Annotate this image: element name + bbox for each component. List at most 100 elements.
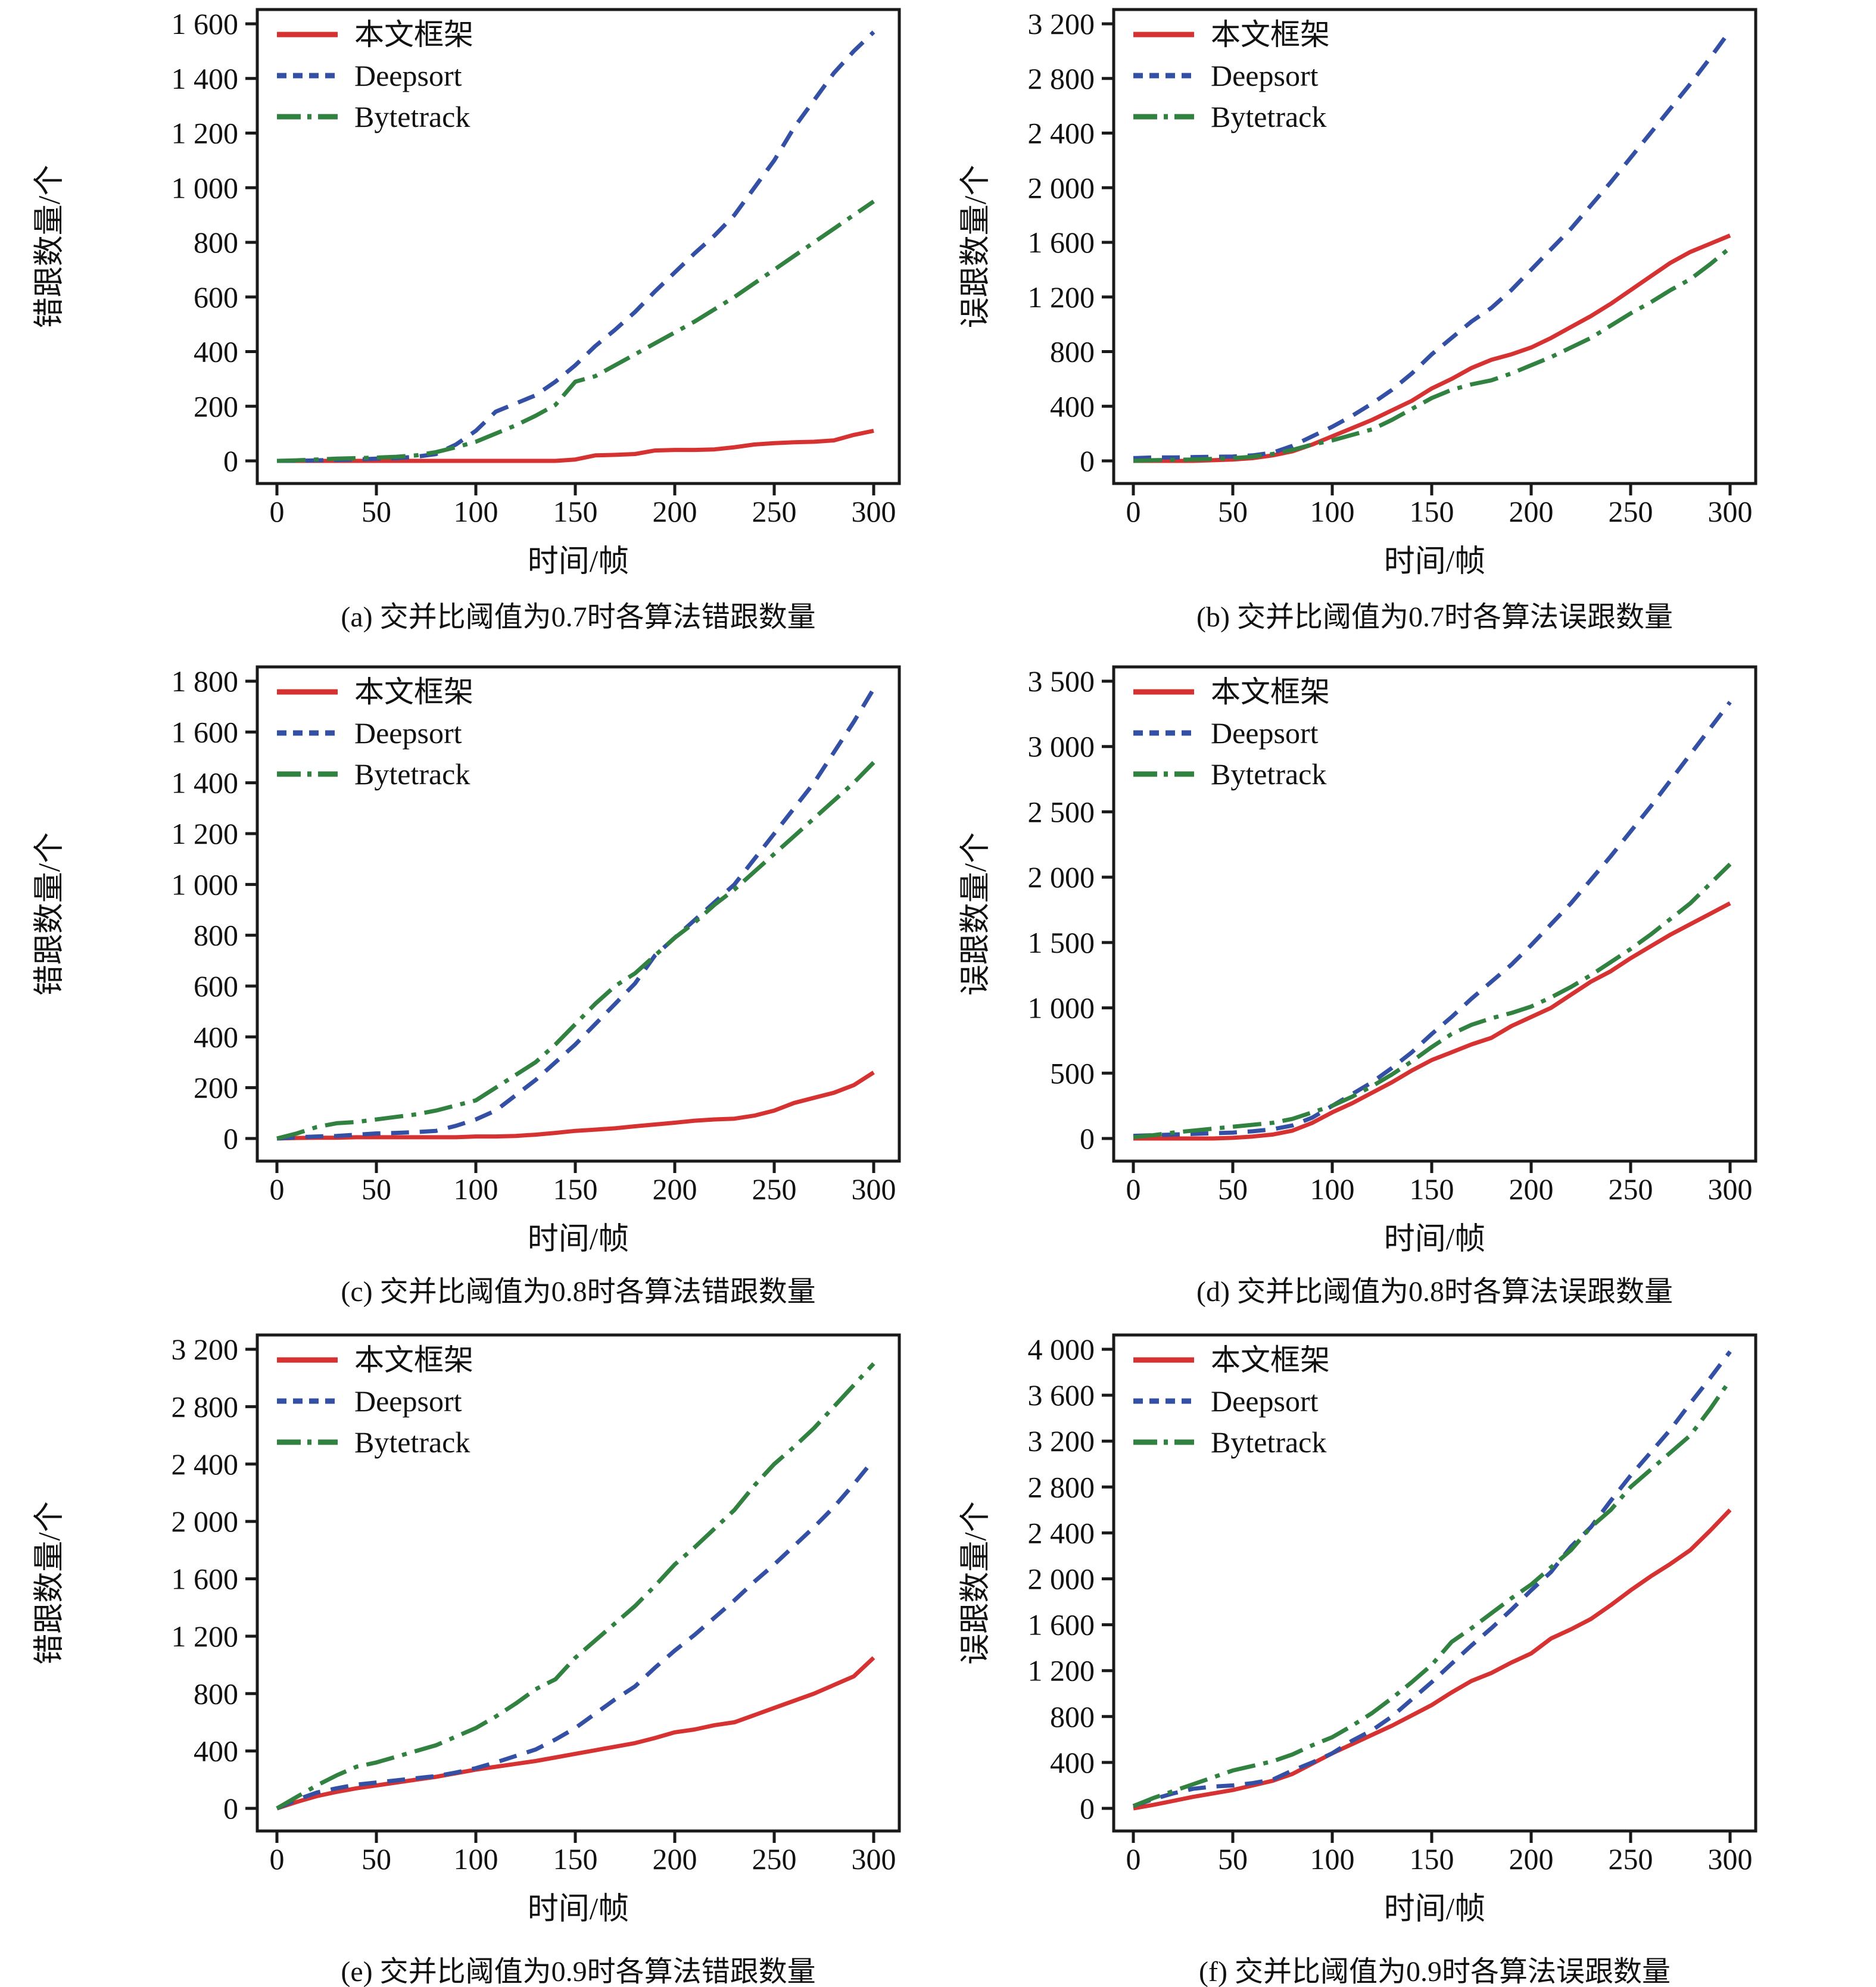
legend-label-deepsort: Deepsort bbox=[354, 59, 462, 92]
legend-label-deepsort: Deepsort bbox=[1211, 1384, 1319, 1418]
x-tick-label: 250 bbox=[1609, 495, 1653, 528]
panel-caption-c: (c) 交并比阈值为0.8时各算法错跟数量 bbox=[341, 1276, 815, 1308]
y-tick-label: 3 200 bbox=[1028, 1424, 1095, 1458]
x-tick-label: 0 bbox=[1126, 1172, 1141, 1206]
y-tick-label: 600 bbox=[194, 280, 238, 314]
legend-label-deepsort: Deepsort bbox=[1211, 716, 1319, 750]
x-axis-label: 时间/帧 bbox=[1384, 1892, 1485, 1926]
y-tick-label: 1 200 bbox=[172, 817, 239, 850]
y-tick-label: 1 400 bbox=[172, 766, 239, 800]
y-tick-label: 3 200 bbox=[1028, 7, 1095, 40]
y-tick-label: 0 bbox=[223, 1792, 238, 1825]
y-axis-label: 错跟数量/个 bbox=[33, 832, 67, 996]
x-tick-label: 150 bbox=[1410, 495, 1454, 528]
y-tick-label: 0 bbox=[1080, 1792, 1095, 1825]
x-tick-label: 100 bbox=[1310, 1842, 1355, 1876]
y-tick-label: 0 bbox=[223, 444, 238, 478]
y-tick-label: 3 200 bbox=[172, 1333, 239, 1366]
legend-label-bytetrack: Bytetrack bbox=[1211, 100, 1326, 133]
y-tick-label: 800 bbox=[194, 1677, 238, 1710]
y-tick-label: 2 000 bbox=[172, 1505, 239, 1538]
x-axis-label: 时间/帧 bbox=[528, 1222, 629, 1256]
y-tick-label: 2 500 bbox=[1028, 795, 1095, 828]
legend-label-bytetrack: Bytetrack bbox=[1211, 757, 1326, 791]
legend-label-deepsort: Deepsort bbox=[354, 1384, 462, 1418]
x-tick-label: 200 bbox=[1509, 1172, 1554, 1206]
y-tick-label: 2 800 bbox=[1028, 62, 1095, 95]
y-tick-label: 2 400 bbox=[1028, 117, 1095, 150]
y-tick-label: 800 bbox=[1050, 1700, 1095, 1733]
y-tick-label: 400 bbox=[194, 1735, 238, 1768]
x-tick-label: 150 bbox=[1410, 1842, 1454, 1876]
plot-frame bbox=[255, 1333, 901, 1833]
series-line-deepsort bbox=[276, 687, 875, 1141]
legend-label-ours: 本文框架 bbox=[354, 675, 473, 709]
x-tick-label: 0 bbox=[1126, 1842, 1141, 1876]
y-tick-label: 2 400 bbox=[1028, 1516, 1095, 1549]
x-tick-label: 250 bbox=[752, 1172, 797, 1206]
x-tick-label: 250 bbox=[752, 495, 797, 528]
plot-frame bbox=[255, 665, 901, 1163]
x-tick-label: 300 bbox=[852, 495, 896, 528]
series-line-ours bbox=[1133, 901, 1731, 1141]
x-tick-label: 150 bbox=[553, 1172, 598, 1206]
x-tick-label: 50 bbox=[362, 1842, 391, 1876]
series-line-ours bbox=[1133, 1508, 1732, 1811]
y-tick-label: 1 200 bbox=[172, 1620, 239, 1653]
legend-label-deepsort: Deepsort bbox=[1211, 59, 1319, 92]
x-tick-label: 50 bbox=[1218, 1842, 1248, 1876]
plot-frame bbox=[1112, 1333, 1757, 1833]
x-tick-label: 200 bbox=[1509, 1842, 1554, 1876]
y-tick-label: 2 800 bbox=[1028, 1470, 1095, 1503]
y-tick-label: 400 bbox=[194, 335, 238, 369]
y-tick-label: 2 400 bbox=[172, 1448, 239, 1481]
y-tick-label: 200 bbox=[194, 1071, 238, 1105]
x-tick-label: 100 bbox=[1310, 1172, 1355, 1206]
y-tick-label: 1 500 bbox=[1028, 926, 1095, 959]
panel-caption-b: (b) 交并比阈值为0.7时各算法误跟数量 bbox=[1196, 601, 1673, 633]
y-tick-label: 0 bbox=[1080, 1122, 1095, 1155]
series-line-deepsort bbox=[1132, 1350, 1732, 1808]
chart-panel-c: (c) 交并比阈值为0.8时各算法错跟数量 0 200 400 600 800 1 000… bbox=[33, 665, 901, 1308]
legend-label-bytetrack: Bytetrack bbox=[354, 757, 470, 791]
y-tick-label: 1 600 bbox=[1028, 226, 1095, 259]
x-axis-label: 时间/帧 bbox=[528, 1892, 629, 1926]
y-tick-label: 200 bbox=[194, 389, 238, 423]
x-tick-label: 150 bbox=[553, 495, 598, 528]
x-tick-label: 50 bbox=[1218, 495, 1248, 528]
y-axis-label: 错跟数量/个 bbox=[33, 165, 67, 328]
y-axis-label: 错跟数量/个 bbox=[33, 1501, 67, 1664]
y-tick-label: 1 600 bbox=[172, 715, 239, 748]
y-axis-label: 误跟数量/个 bbox=[959, 832, 993, 996]
series-line-ours bbox=[1133, 233, 1731, 463]
chart-panel-e: (e) 交并比阈值为0.9时各算法错跟数量 0 400 800 1 200 1 600 2… bbox=[33, 1333, 901, 1987]
y-tick-label: 1 600 bbox=[172, 1562, 239, 1596]
y-tick-label: 2 000 bbox=[1028, 860, 1095, 894]
y-tick-label: 1 200 bbox=[1028, 280, 1095, 314]
x-tick-label: 200 bbox=[653, 1172, 697, 1206]
y-tick-label: 3 000 bbox=[1028, 730, 1095, 763]
y-tick-label: 1 600 bbox=[172, 7, 239, 40]
x-tick-label: 50 bbox=[362, 1172, 391, 1206]
series-line-bytetrack bbox=[1133, 862, 1732, 1140]
series-line-bytetrack bbox=[1133, 246, 1732, 463]
series-line-ours bbox=[276, 1071, 875, 1141]
legend-label-bytetrack: Bytetrack bbox=[1211, 1425, 1326, 1459]
legend-label-ours: 本文框架 bbox=[1211, 18, 1330, 51]
y-tick-label: 0 bbox=[1080, 444, 1095, 478]
x-tick-label: 0 bbox=[270, 1842, 285, 1876]
y-axis-label: 误跟数量/个 bbox=[959, 1501, 993, 1664]
plot-frame bbox=[255, 8, 901, 485]
series-line-ours bbox=[277, 429, 874, 463]
y-tick-label: 0 bbox=[223, 1122, 238, 1155]
legend-label-ours: 本文框架 bbox=[354, 1343, 473, 1377]
x-tick-label: 150 bbox=[553, 1842, 598, 1876]
x-tick-label: 50 bbox=[362, 495, 391, 528]
y-tick-label: 600 bbox=[194, 969, 238, 1003]
legend-label-ours: 本文框架 bbox=[354, 18, 473, 51]
y-tick-label: 800 bbox=[194, 919, 238, 952]
x-tick-label: 50 bbox=[1218, 1172, 1248, 1206]
y-tick-label: 500 bbox=[1050, 1056, 1095, 1090]
